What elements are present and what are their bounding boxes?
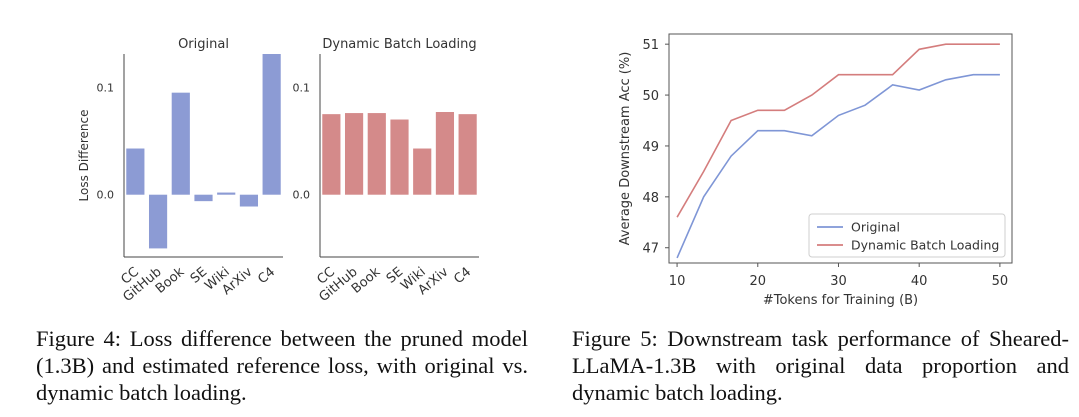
- y-tick-label: 47: [642, 242, 659, 257]
- legend-entry: Original: [851, 220, 900, 235]
- y-tick-label: 50: [642, 89, 659, 104]
- legend-box: [808, 213, 1006, 258]
- x-tick-label: C4: [255, 265, 278, 288]
- legend-entry: Dynamic Batch Loading: [851, 238, 999, 253]
- chart-title: Original: [178, 37, 229, 52]
- bar-se: [390, 119, 409, 195]
- chart-title: Dynamic Batch Loading: [322, 37, 476, 52]
- bar-wiki: [413, 148, 432, 195]
- line-chart-downstream-acc: 10 20 30 40 50 47 48 49 50 51 #Tokens for Training…: [618, 33, 1013, 308]
- x-axis-label: #Tokens for Training (B): [763, 293, 918, 308]
- y-tick-label: 49: [642, 140, 659, 155]
- x-tick-label: 20: [750, 274, 767, 289]
- series-line-dynamic-batch-loading: [676, 43, 1000, 218]
- bar-book: [171, 92, 190, 195]
- y-tick-label: 48: [642, 191, 659, 206]
- y-tick-label: 51: [642, 38, 659, 53]
- y-tick-label: 0.1: [293, 81, 311, 94]
- bar-arxiv: [435, 112, 455, 195]
- x-tick-label: C4: [451, 265, 474, 288]
- bar-book: [367, 113, 386, 195]
- x-tick-label: 50: [992, 274, 1009, 289]
- series-line-original: [676, 73, 1000, 259]
- figure-4-caption: Figure 4: Loss difference between the pr…: [36, 326, 528, 405]
- bar-arxiv: [239, 194, 259, 207]
- x-tick-label: 40: [911, 274, 928, 289]
- y-tick-label: 0.1: [97, 81, 115, 94]
- y-tick-label: 0.0: [293, 189, 311, 202]
- bar-se: [194, 194, 213, 202]
- y-axis-label: Average Downstream Acc (%): [618, 52, 633, 246]
- bar-cc: [322, 114, 341, 195]
- x-tick-label: 10: [669, 274, 686, 289]
- plot-frame: [668, 33, 1013, 264]
- bar-github: [344, 113, 364, 195]
- bar-cc: [126, 148, 145, 195]
- bar-wiki: [217, 192, 236, 195]
- figure-5-caption: Figure 5: Downstream task performance of…: [572, 326, 1069, 405]
- y-axis-label: Loss Difference: [77, 110, 91, 202]
- y-tick-label: 0.0: [97, 189, 115, 202]
- bar-github: [148, 194, 168, 249]
- bar-c4: [458, 114, 477, 195]
- x-tick-label: 30: [830, 274, 847, 289]
- bar-c4: [262, 54, 281, 195]
